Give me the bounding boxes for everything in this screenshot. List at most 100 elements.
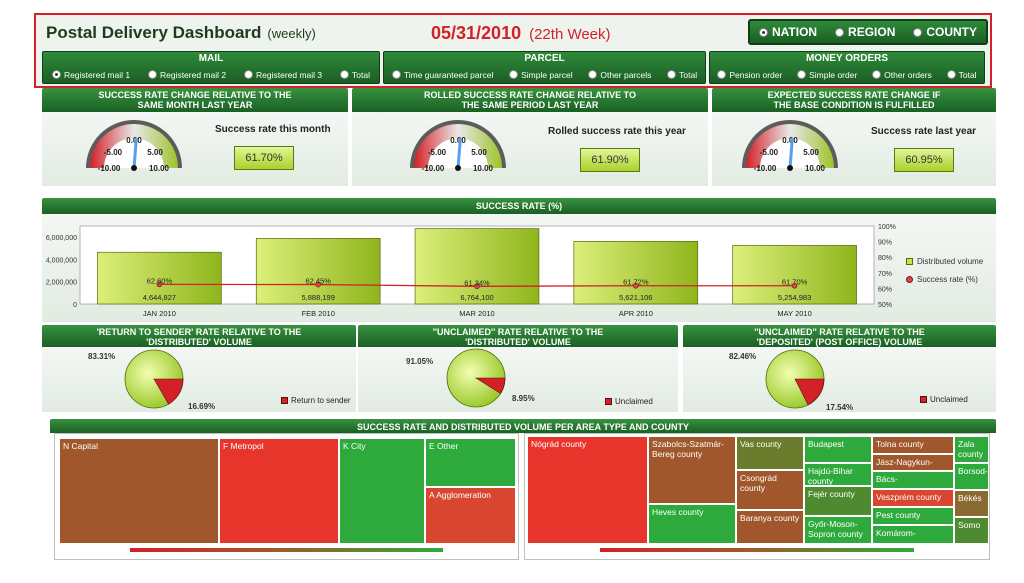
- treemap-cell[interactable]: Borsod-: [954, 463, 989, 490]
- treemap-cell[interactable]: Zala county: [954, 436, 989, 463]
- kpi-label: Success rate last year: [871, 126, 977, 137]
- radio-icon[interactable]: [835, 27, 845, 37]
- treemap-cell[interactable]: N Capital: [59, 438, 219, 544]
- radio-icon[interactable]: [244, 70, 253, 79]
- treemap-cell[interactable]: Komárom-: [872, 525, 954, 544]
- chart-title: SUCCESS RATE (%): [475, 201, 563, 211]
- filter-option[interactable]: Other parcels: [588, 70, 651, 80]
- treemap-cell[interactable]: Békés: [954, 490, 989, 517]
- treemap-cell[interactable]: Budapest: [804, 436, 872, 463]
- treemap-area-types: N Capital F Metropol K City E Other A Agglom…: [54, 433, 519, 560]
- treemap-cell[interactable]: Bács-: [872, 471, 954, 489]
- treemap-cell[interactable]: Győr-Moson-Sopron county: [804, 516, 872, 544]
- gauge-arc: [90, 124, 178, 168]
- scope-option-nation[interactable]: NATION: [758, 25, 817, 39]
- filter-option-label: Registered mail 3: [256, 69, 323, 80]
- gauge-panel-header: SUCCESS RATE CHANGE RELATIVE TO THE SAME …: [42, 88, 348, 112]
- filter-option-label: Time guaranteed parcel: [403, 69, 494, 80]
- filter-option[interactable]: Simple parcel: [509, 70, 573, 80]
- treemap-cell[interactable]: A Agglomeration: [425, 487, 516, 544]
- treemap-cell[interactable]: Veszprém county: [872, 489, 954, 507]
- filter-option-label: Registered mail 2: [159, 69, 227, 80]
- treemap-title: SUCCESS RATE AND DISTRIBUTED VOLUME PER …: [356, 422, 690, 432]
- radio-icon[interactable]: [509, 70, 519, 79]
- x-tick-label: JAN 2010: [143, 309, 176, 318]
- pie-panel-header: 'RETURN TO SENDER' RATE RELATIVE TO THE '…: [42, 325, 356, 347]
- bar-value-label: 4,644,827: [143, 293, 176, 302]
- pie-panel-header: ''UNCLAIMED'' RATE RELATIVE TO THE 'DISTR…: [358, 325, 678, 347]
- treemap-cell[interactable]: E Other: [425, 438, 516, 487]
- pie-slice-label: 16.69%: [188, 402, 216, 411]
- y-right-tick-label: 70%: [878, 271, 892, 278]
- bar: [573, 241, 699, 305]
- filter-option[interactable]: Pension order: [717, 70, 782, 80]
- radio-icon[interactable]: [797, 70, 807, 79]
- bar: [97, 251, 222, 305]
- filter-option[interactable]: Registered mail 2: [147, 69, 227, 80]
- filter-group-money-orders: MONEY ORDERS Pension order Simple order …: [709, 51, 985, 84]
- filter-option[interactable]: Registered mail 1: [51, 70, 130, 80]
- radio-icon[interactable]: [758, 27, 768, 37]
- title-text: Postal Delivery Dashboard: [46, 23, 262, 42]
- bar: [414, 228, 540, 305]
- pie-panel-body: [358, 347, 678, 412]
- treemap-cell[interactable]: Nógrád county: [527, 436, 648, 544]
- legend-label: Success rate (%): [917, 275, 978, 284]
- radio-icon[interactable]: [147, 70, 157, 79]
- radio-icon[interactable]: [51, 70, 61, 79]
- filter-option[interactable]: Total: [946, 70, 977, 80]
- radio-icon[interactable]: [588, 70, 598, 79]
- legend-distributed-volume: Distributed volume: [906, 257, 983, 266]
- pie-slice-label: 8.95%: [512, 394, 535, 403]
- treemap-cell[interactable]: Szabolcs-Szatmár-Bereg county: [648, 436, 736, 504]
- radio-icon[interactable]: [717, 70, 727, 79]
- gauge-needle: [788, 137, 794, 169]
- filter-group-title: MONEY ORDERS: [805, 53, 889, 64]
- y-right-tick-label: 80%: [878, 255, 892, 262]
- gauge-tick-label: 10.00: [473, 164, 494, 173]
- filter-option[interactable]: Total: [667, 70, 697, 80]
- treemap-cell[interactable]: Heves county: [648, 504, 736, 544]
- treemap-cell[interactable]: Pest county: [872, 507, 954, 525]
- treemap-cell[interactable]: Vas county: [736, 436, 804, 470]
- treemap-cell[interactable]: Csongrád county: [736, 470, 804, 510]
- filter-option-label: Total: [679, 69, 698, 80]
- radio-icon[interactable]: [391, 70, 401, 79]
- radio-icon[interactable]: [913, 27, 923, 37]
- treemap-cell[interactable]: Baranya county: [736, 510, 804, 544]
- panel-title-line: THE SAME PERIOD LAST YEAR: [461, 100, 599, 110]
- gauge-tick-label: -10.00: [98, 164, 121, 173]
- radio-icon[interactable]: [946, 70, 956, 79]
- gauge-arc: [414, 124, 502, 168]
- y-left-tick-label: 4,000,000: [46, 257, 77, 264]
- treemap-cell[interactable]: Somo: [954, 517, 989, 544]
- filter-option[interactable]: Time guaranteed parcel: [391, 69, 494, 80]
- scope-option-region[interactable]: REGION: [835, 25, 895, 39]
- scope-option-county[interactable]: COUNTY: [913, 25, 977, 39]
- gauge-panel-header: EXPECTED SUCCESS RATE CHANGE IF THE BASE …: [712, 88, 996, 112]
- legend-swatch: [281, 397, 288, 404]
- success-rate-label: 62.60%: [147, 276, 173, 285]
- filter-option-label: Simple parcel: [521, 69, 573, 80]
- filter-option[interactable]: Registered mail 3: [244, 70, 322, 80]
- success-rate-label: 61.72%: [623, 278, 649, 287]
- treemap-cell[interactable]: Tolna county: [872, 436, 954, 454]
- week-text: (22th Week): [529, 26, 611, 43]
- radio-icon[interactable]: [872, 70, 882, 79]
- filter-option[interactable]: Total: [340, 70, 370, 80]
- y-right-tick-label: 50%: [878, 302, 892, 309]
- treemap-cell[interactable]: Jász-Nagykun-: [872, 454, 954, 471]
- treemap-cell[interactable]: K City: [339, 438, 425, 544]
- treemap-cell[interactable]: Fejér county: [804, 486, 872, 516]
- filter-option[interactable]: Simple order: [797, 70, 857, 80]
- radio-icon[interactable]: [340, 70, 350, 79]
- filter-option[interactable]: Other orders: [872, 70, 932, 80]
- success-rate-label: 62.45%: [305, 277, 331, 286]
- treemap-cell[interactable]: F Metropol: [219, 438, 339, 544]
- radio-icon[interactable]: [667, 70, 677, 79]
- scope-label: REGION: [848, 25, 896, 39]
- panel-title-line: ROLLED SUCCESS RATE CHANGE RELATIVE TO: [423, 90, 636, 100]
- pie-slice-label: 17.54%: [826, 403, 854, 412]
- treemap-cell[interactable]: Hajdú-Bihar county: [804, 463, 872, 486]
- pie-slice: [794, 378, 825, 406]
